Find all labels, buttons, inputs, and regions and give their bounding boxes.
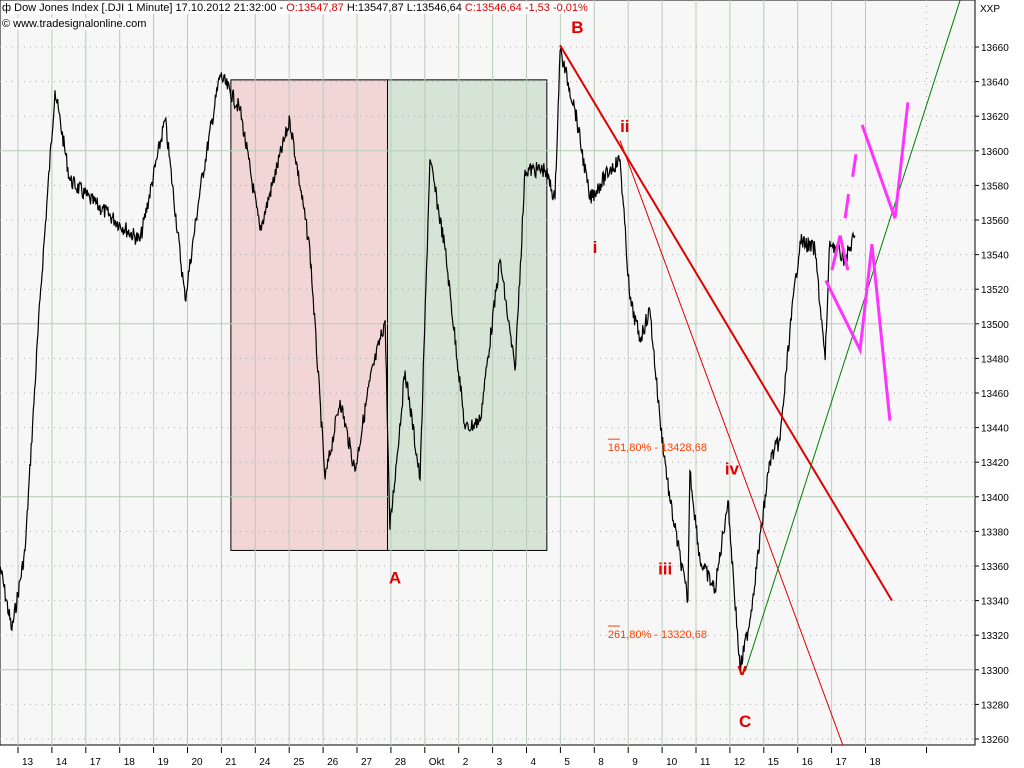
- x-tick-label: 27: [361, 757, 373, 768]
- x-tick-label: 11: [700, 757, 711, 768]
- x-tick-label: Okt: [429, 757, 445, 768]
- projection-dash-0: [843, 193, 851, 219]
- wave-label: B: [571, 18, 583, 37]
- y-tick-label: 13380: [981, 527, 1009, 538]
- x-tick-label: 13: [22, 757, 34, 768]
- x-tick-label: 16: [802, 757, 814, 768]
- x-tick-label: 10: [666, 757, 678, 768]
- header-title: Dow Jones Index [.DJI 1 Minute] 17.10.20…: [14, 2, 284, 14]
- trendline-0: [559, 44, 893, 602]
- y-tick-label: 13620: [981, 112, 1009, 123]
- y-tick-label: 13640: [981, 78, 1009, 89]
- projection-path-2: [860, 102, 910, 219]
- x-tick-label: 9: [632, 757, 638, 768]
- y-tick-label: 13460: [981, 389, 1009, 400]
- y-tick-label: 13500: [981, 320, 1009, 331]
- wave-label: v: [737, 660, 747, 679]
- low-value: L:13546,64: [406, 2, 462, 14]
- close-value: C:13546,64 -1,53 -0,01%: [464, 2, 588, 14]
- x-tick-label: 12: [734, 757, 746, 768]
- x-tick-label: 17: [90, 757, 102, 768]
- projection-dash-1: [851, 154, 858, 177]
- y-tick-label: 13360: [981, 562, 1009, 573]
- y-tick-label: 13480: [981, 354, 1009, 365]
- y-tick-label: 13660: [981, 43, 1009, 54]
- x-tick-label: 24: [259, 757, 271, 768]
- x-tick-label: 25: [293, 757, 305, 768]
- x-tick-label: 18: [124, 757, 136, 768]
- wave-label: i: [593, 238, 598, 257]
- y-tick-label: 13320: [981, 631, 1009, 642]
- trendline-1: [619, 140, 844, 745]
- x-tick-label: 26: [327, 757, 339, 768]
- y-tick-label: 13280: [981, 700, 1009, 711]
- wave-box-0: [230, 79, 389, 551]
- x-tick-label: 3: [497, 757, 503, 768]
- x-tick-label: 5: [564, 757, 570, 768]
- y-tick-label: 13260: [981, 735, 1009, 746]
- wave-label: iv: [725, 459, 740, 478]
- x-tick-label: 18: [870, 757, 882, 768]
- candlestick-icon: ф: [2, 2, 12, 14]
- x-tick-label: 19: [158, 757, 170, 768]
- wave-label: iii: [658, 560, 672, 579]
- y-tick-label: 13440: [981, 424, 1009, 435]
- y-tick-label: 13540: [981, 251, 1009, 262]
- open-value: O:13547,87: [286, 2, 344, 14]
- y-tick-label: 13560: [981, 216, 1009, 227]
- x-tick-label: 8: [598, 757, 604, 768]
- price-line: [0, 46, 856, 671]
- x-tick-label: 20: [192, 757, 204, 768]
- y-tick-label: 13580: [981, 181, 1009, 192]
- wave-box-1: [387, 79, 548, 551]
- y-tick-label: 13420: [981, 458, 1009, 469]
- wave-label: ii: [620, 117, 629, 136]
- x-tick-label: 21: [225, 757, 237, 768]
- x-tick-label: 2: [463, 757, 469, 768]
- chart-header: ф Dow Jones Index [.DJI 1 Minute] 17.10.…: [2, 2, 592, 14]
- wave-label: C: [739, 712, 751, 731]
- y-tick-label: 13300: [981, 666, 1009, 677]
- x-tick-label: 15: [768, 757, 780, 768]
- fib-level-label: 161,80% - 13428,68: [608, 442, 707, 454]
- x-tick-label: 14: [56, 757, 68, 768]
- copyright: © www.tradesignalonline.com: [2, 18, 147, 30]
- x-tick-label: 17: [836, 757, 848, 768]
- y-tick-label: 13340: [981, 597, 1009, 608]
- high-value: H:13547,87: [346, 2, 404, 14]
- y-tick-label: 13400: [981, 493, 1009, 504]
- fib-level-label: 261,80% - 13320,68: [608, 629, 707, 641]
- x-tick-label: 4: [531, 757, 537, 768]
- x-tick-label: 28: [395, 757, 407, 768]
- wave-label: A: [389, 568, 401, 587]
- projection-path-0: [824, 244, 892, 421]
- y-tick-label: 13520: [981, 285, 1009, 296]
- scale-label: XXP: [980, 4, 1000, 15]
- y-tick-label: 13600: [981, 147, 1009, 158]
- projection-path-1: [830, 235, 850, 271]
